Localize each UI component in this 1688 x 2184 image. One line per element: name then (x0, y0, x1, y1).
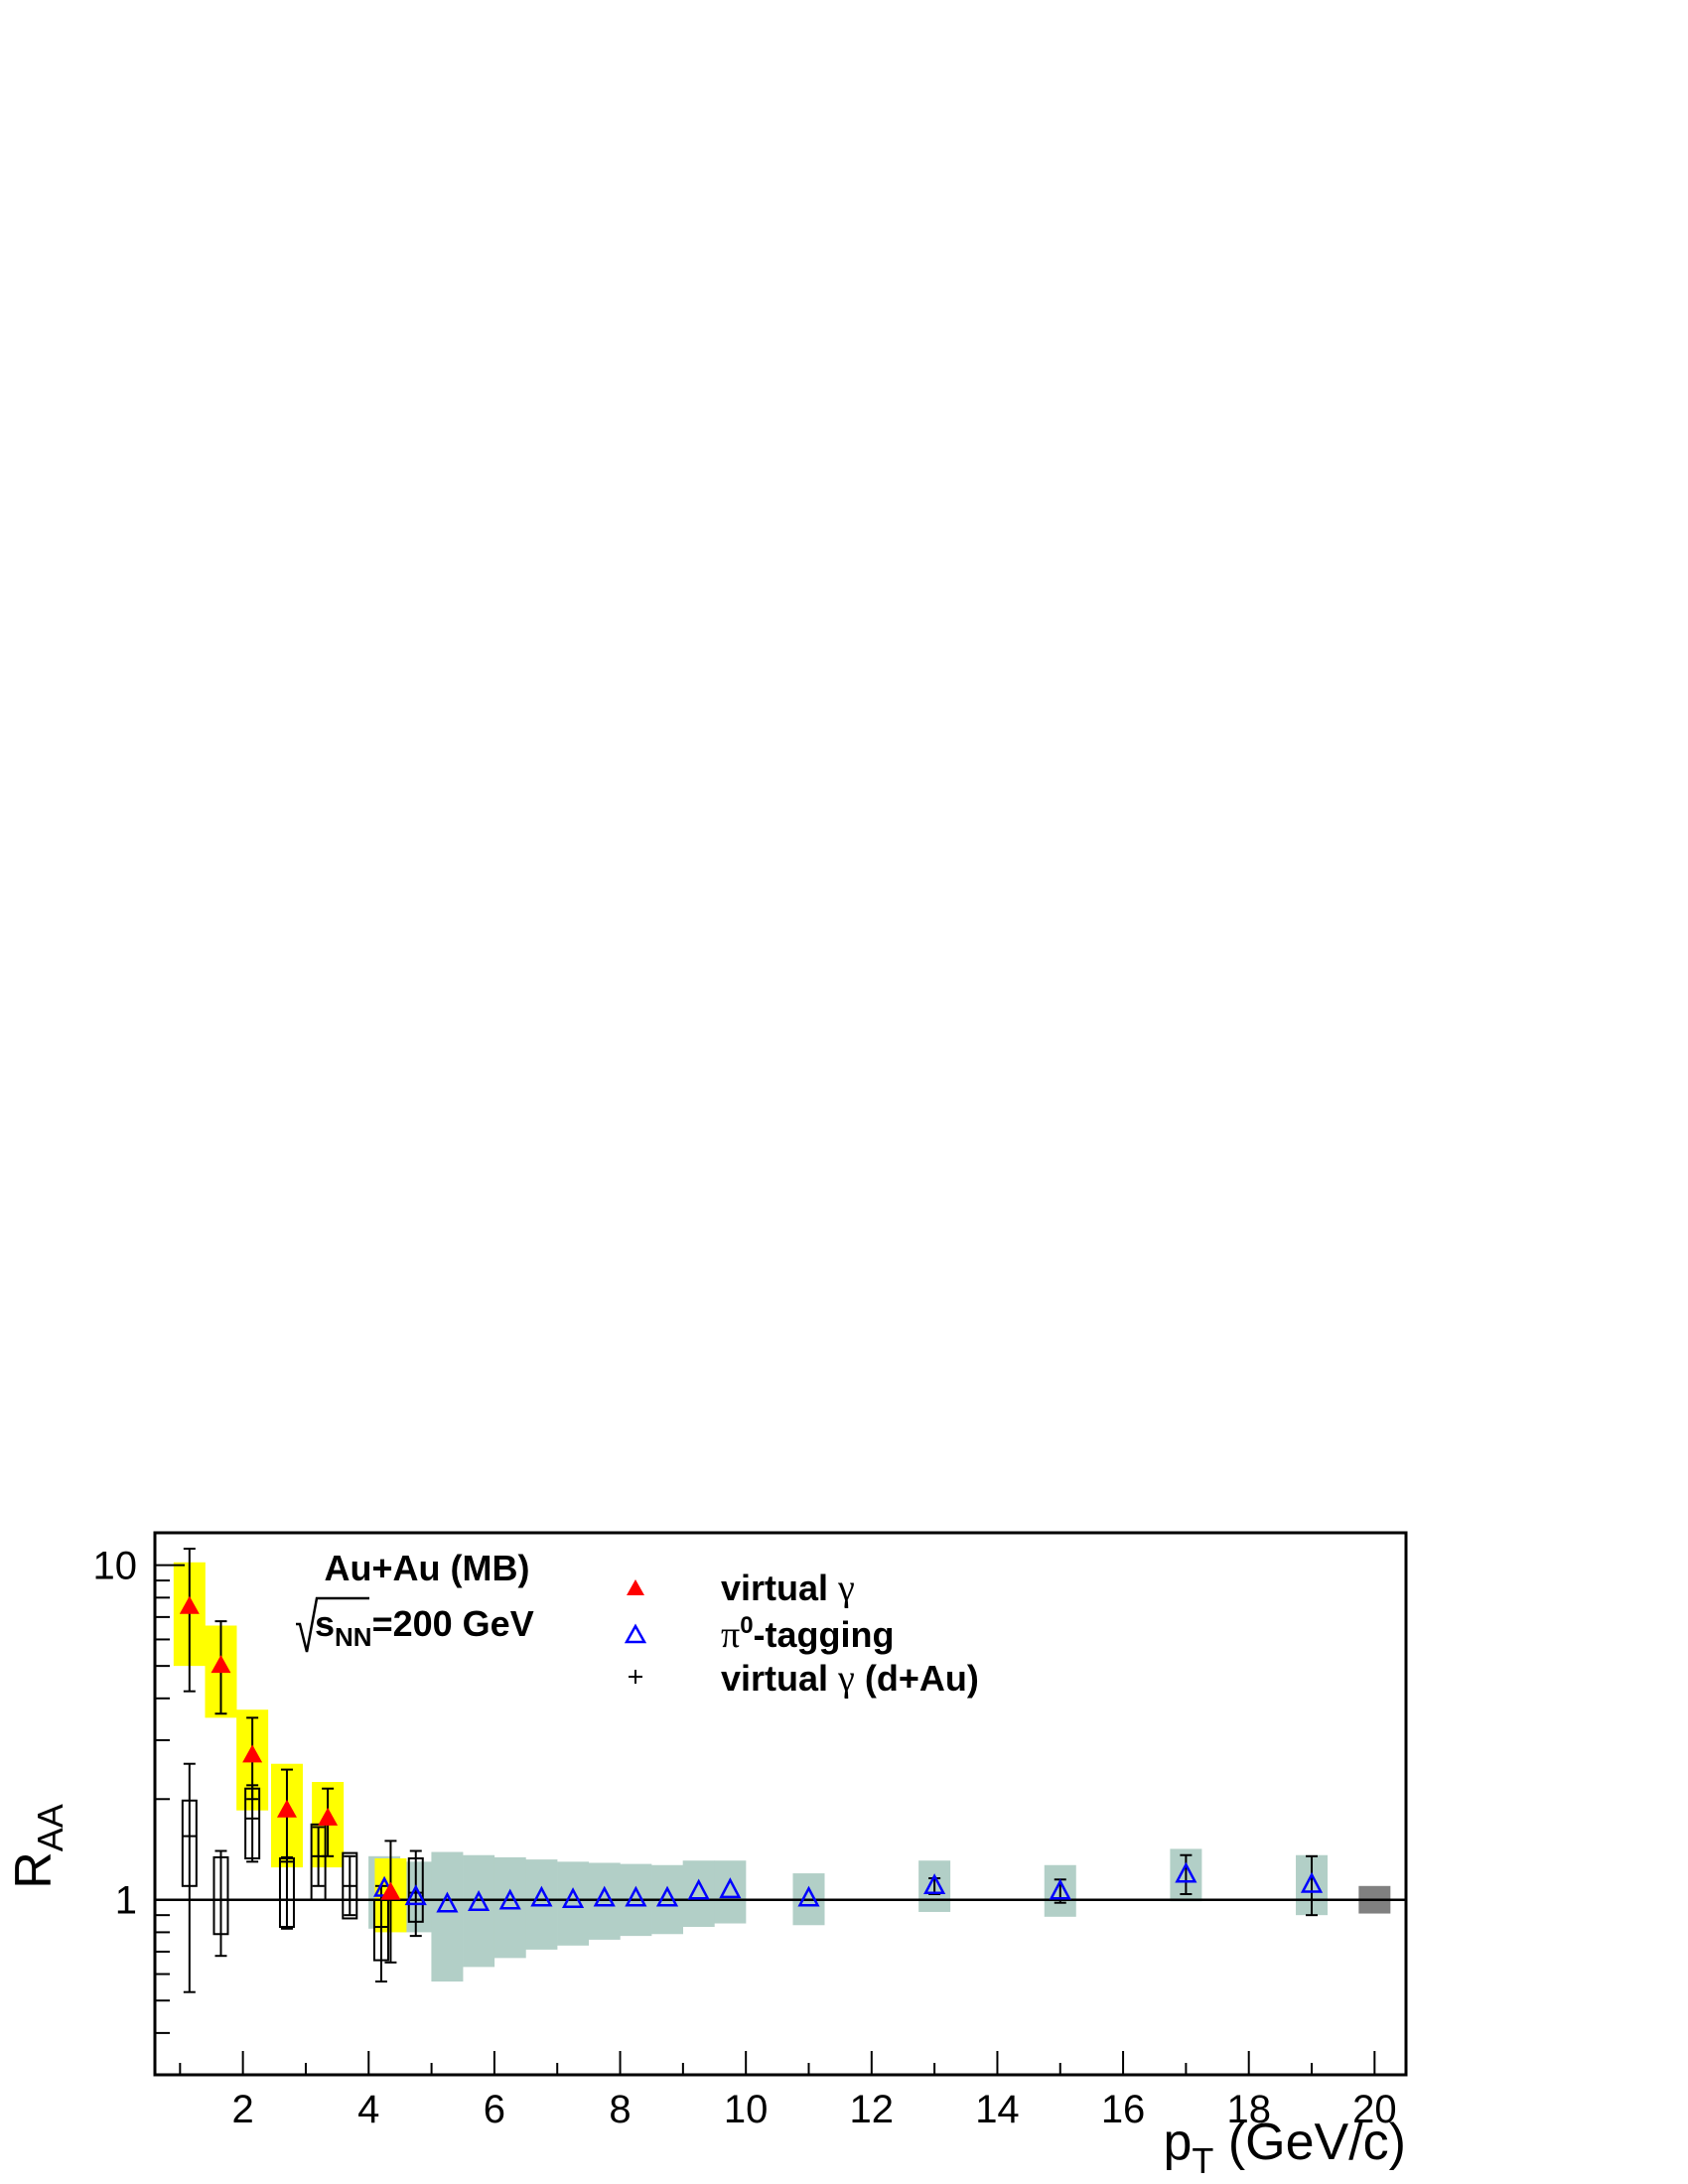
tagging-point-10 (687, 1878, 710, 1900)
svg-text:virtual γ (d+Au): virtual γ (d+Au) (721, 1658, 979, 1700)
x-tick-label-12: 12 (850, 2088, 895, 2131)
tagging-point-7 (593, 1885, 616, 1907)
sys-box-1-11 (714, 1860, 747, 1924)
x-tick-label-16: 16 (1101, 2088, 1146, 2131)
legend-label-virtual: virtual (721, 1568, 838, 1608)
tagging-point-1 (404, 1884, 427, 1906)
x-tick-label-2: 2 (232, 2088, 254, 2131)
x-tick-label-6: 6 (484, 2088, 505, 2131)
legend-marker-pi0-tagging (624, 1623, 647, 1644)
virtual-point-1 (211, 1655, 231, 1674)
sys-box-1-3 (463, 1854, 495, 1968)
x-tick-label-14: 14 (975, 2088, 1020, 2131)
dau-sys-box-4 (310, 1823, 327, 1901)
legend-label-tagging: -tagging (754, 1614, 895, 1655)
axes: 2 4 6 8 10 12 14 16 18 20 1 10 (93, 1545, 1397, 2131)
energy-s: s (315, 1603, 335, 1644)
tagging-point-6 (561, 1887, 585, 1908)
x-tick-label-4: 4 (357, 2088, 379, 2131)
x-tick-label-18: 18 (1226, 2088, 1271, 2131)
y-axis-title: RAA (5, 1804, 70, 1889)
energy-sub: NN (335, 1622, 372, 1652)
virtual-point-0 (179, 1595, 200, 1614)
virtual-point-5 (380, 1881, 401, 1900)
tagging-point-14 (1049, 1878, 1071, 1900)
legend-label-dau-greek: γ (837, 1658, 855, 1700)
virtual-point-2 (242, 1744, 263, 1763)
legend-label-dau: virtual (721, 1658, 838, 1699)
sys-box-1-10 (682, 1860, 715, 1928)
legend-label-tagging-greek: π (721, 1614, 740, 1656)
svg-text:π0-tagging: π0-tagging (721, 1612, 895, 1656)
tagging-point-13 (923, 1873, 946, 1895)
legend-label-dau-suffix: (d+Au) (855, 1658, 979, 1699)
annotation-energy: sNN=200 GeV (296, 1596, 534, 1653)
x-tick-label-10: 10 (724, 2088, 769, 2131)
legend-label-tagging-sup: 0 (740, 1612, 753, 1639)
tagging-point-5 (530, 1885, 553, 1907)
x-tick-label-8: 8 (609, 2088, 631, 2131)
y-tick-label-10: 10 (93, 1545, 138, 1588)
x-tick-label-20: 20 (1352, 2088, 1397, 2131)
tagging-point-11 (719, 1877, 742, 1899)
svg-text:virtual γ: virtual γ (721, 1568, 855, 1609)
tagging-point-2 (436, 1891, 459, 1913)
sys-box-1-2 (431, 1851, 464, 1982)
legend-label-virtual-greek: γ (837, 1568, 855, 1609)
tagging-point-9 (655, 1885, 679, 1907)
legend: virtual γ π0-tagging virtual γ (d+Au) (624, 1568, 979, 1700)
tagging-point-16 (1300, 1871, 1324, 1893)
y-tick-label-1: 1 (115, 1879, 137, 1923)
legend-marker-virtual-gamma (627, 1579, 644, 1595)
tagging-point-8 (625, 1885, 647, 1907)
x-axis-title: pT (GeV/c) (1164, 2114, 1407, 2181)
sys-box-1-7 (588, 1862, 621, 1940)
virtual-point-4 (318, 1807, 339, 1826)
legend-marker-dau (629, 1670, 642, 1684)
plot-frame (153, 1531, 1408, 2077)
tagging-point-3 (468, 1890, 491, 1911)
sys-box-1-6 (557, 1861, 590, 1946)
virtual-point-3 (276, 1799, 297, 1818)
energy-value: =200 GeV (372, 1603, 534, 1644)
data-points (179, 1548, 1324, 1993)
sqrt-sign (296, 1596, 369, 1653)
svg-text:sNN=200 GeV: sNN=200 GeV (315, 1603, 534, 1652)
tagging-point-4 (498, 1888, 521, 1910)
annotation-system: Au+Au (MB) (325, 1548, 530, 1588)
tagging-point-15 (1175, 1861, 1197, 1883)
tagging-point-12 (797, 1885, 820, 1907)
